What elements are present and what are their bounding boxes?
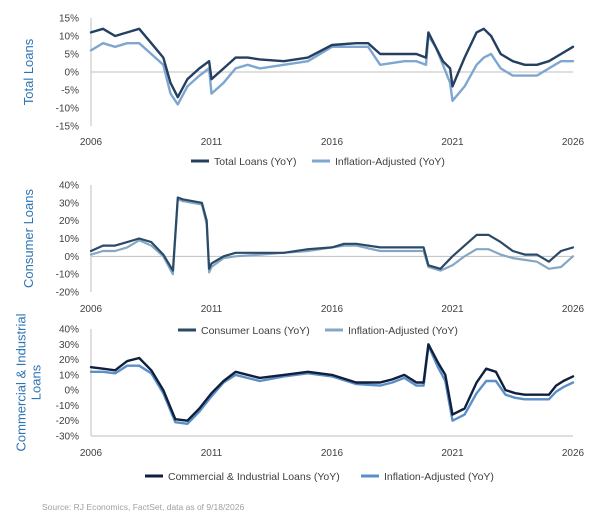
y-tick-label: 40% xyxy=(59,181,79,192)
legend-label: Inflation-Adjusted (YoY) xyxy=(384,471,494,483)
x-tick-label: 2016 xyxy=(321,448,344,459)
y-tick-label: -10% xyxy=(56,104,79,115)
y-tick-label: 10% xyxy=(59,32,79,43)
x-tick-label: 2026 xyxy=(562,448,585,459)
y-tick-label: 30% xyxy=(59,198,79,209)
y-axis-label: Commercial & IndustrialLoans xyxy=(14,313,44,451)
legend-label: Total Loans (YoY) xyxy=(214,156,297,168)
y-tick-label: 40% xyxy=(59,325,79,336)
series-line-adjusted xyxy=(89,198,575,276)
y-tick-label: -30% xyxy=(56,432,79,443)
source-note: Source: RJ Economics, FactSet, data as o… xyxy=(42,502,245,512)
x-tick-label: 2011 xyxy=(201,304,223,315)
y-tick-label: 20% xyxy=(59,355,79,366)
y-tick-label: -5% xyxy=(61,86,79,97)
y-tick-label: -15% xyxy=(56,122,79,133)
series-line-adjusted xyxy=(89,34,575,106)
y-tick-label: 0% xyxy=(65,386,80,397)
x-tick-label: 2026 xyxy=(562,304,585,315)
series-line-adjusted xyxy=(89,344,575,425)
x-tick-label: 2016 xyxy=(321,137,344,148)
x-tick-label: 2021 xyxy=(441,448,464,459)
y-tick-label: 0% xyxy=(65,252,80,263)
series-line-nominal xyxy=(89,196,575,272)
legend-label: Consumer Loans (YoY) xyxy=(201,325,310,337)
x-tick-label: 2006 xyxy=(80,304,103,315)
y-axis-label: Consumer Loans xyxy=(21,189,36,288)
x-tick-label: 2026 xyxy=(562,137,585,148)
y-axis-label: Total Loans xyxy=(21,38,36,105)
y-tick-label: -20% xyxy=(56,288,79,299)
series-line-nominal xyxy=(89,343,575,422)
y-tick-label: 10% xyxy=(59,370,79,381)
y-tick-label: 30% xyxy=(59,340,79,351)
y-tick-label: 15% xyxy=(59,14,79,25)
series-line-nominal xyxy=(89,27,575,99)
y-tick-label: 10% xyxy=(59,234,79,245)
y-tick-label: -20% xyxy=(56,416,79,427)
x-tick-label: 2006 xyxy=(80,448,103,459)
y-tick-label: 20% xyxy=(59,216,79,227)
legend-label: Inflation-Adjusted (YoY) xyxy=(348,325,458,337)
x-tick-label: 2021 xyxy=(441,137,464,148)
y-tick-label: -10% xyxy=(56,270,79,281)
x-tick-label: 2021 xyxy=(441,304,464,315)
legend-label: Commercial & Industrial Loans (YoY) xyxy=(168,471,340,483)
y-tick-label: -10% xyxy=(56,401,79,412)
x-tick-label: 2006 xyxy=(80,137,103,148)
x-tick-label: 2011 xyxy=(201,137,223,148)
y-tick-label: 5% xyxy=(65,50,80,61)
x-tick-label: 2011 xyxy=(201,448,223,459)
x-tick-label: 2016 xyxy=(321,304,344,315)
y-tick-label: 0% xyxy=(65,68,80,79)
legend-label: Inflation-Adjusted (YoY) xyxy=(335,156,445,168)
